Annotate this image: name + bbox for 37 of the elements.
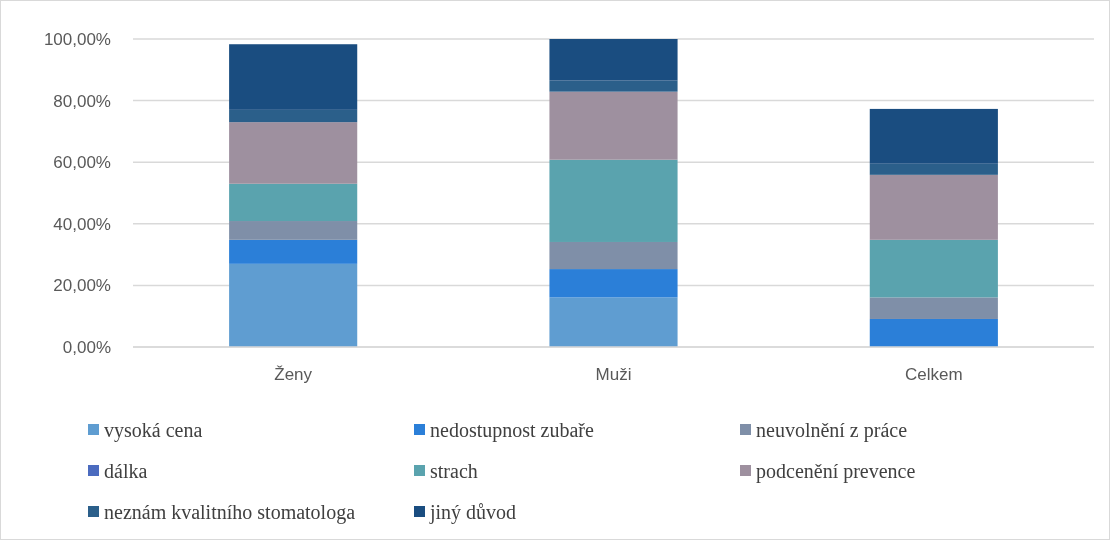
bar xyxy=(229,44,358,110)
legend-label: nedostupnost zubaře xyxy=(430,419,594,442)
legend-label: vysoká cena xyxy=(104,419,203,442)
y-tick-label: 40,00% xyxy=(53,214,111,234)
y-tick-label: 0,00% xyxy=(62,337,111,357)
y-tick-label: 20,00% xyxy=(53,276,111,296)
bar xyxy=(229,239,358,264)
legend-label: strach xyxy=(430,460,478,482)
legend-label: neznám kvalitního stomatologa xyxy=(104,501,356,524)
bar xyxy=(869,239,998,298)
bar xyxy=(229,109,358,123)
bar xyxy=(549,80,678,92)
bar xyxy=(549,269,678,298)
bar xyxy=(869,163,998,175)
bar xyxy=(229,263,358,347)
x-tick-label: Celkem xyxy=(905,365,963,384)
bar xyxy=(229,183,358,222)
bar xyxy=(869,318,998,347)
x-tick-label: Muži xyxy=(595,365,632,384)
bar xyxy=(549,241,678,270)
legend-label: neuvolnění z práce xyxy=(756,419,908,442)
bar xyxy=(549,91,678,160)
bar xyxy=(229,221,358,240)
y-tick-label: 80,00% xyxy=(53,91,111,111)
bar xyxy=(549,297,678,347)
bar xyxy=(229,122,358,184)
legend-label: dálka xyxy=(104,460,148,482)
bar xyxy=(549,159,678,242)
x-tick-label: Ženy xyxy=(274,365,313,384)
bar xyxy=(869,174,998,240)
y-tick-label: 60,00% xyxy=(53,153,111,173)
y-tick-label: 100,00% xyxy=(43,29,111,49)
legend-label: jiný důvod xyxy=(429,501,517,524)
legend-label: podcenění prevence xyxy=(756,460,916,483)
bar xyxy=(549,39,678,81)
bar xyxy=(869,108,998,164)
bar xyxy=(869,297,998,319)
